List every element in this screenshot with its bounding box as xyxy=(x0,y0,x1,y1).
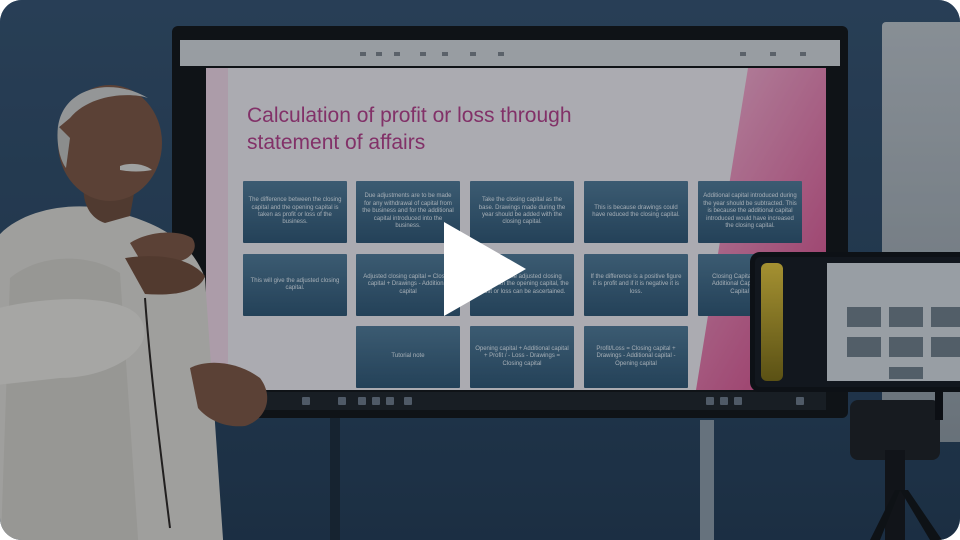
wall-pipe xyxy=(700,420,714,540)
slide-title: Calculation of profit or loss through st… xyxy=(247,104,572,154)
display-taskbar xyxy=(206,392,826,410)
presenter xyxy=(0,85,268,540)
display-toolbar xyxy=(180,40,840,66)
slide-card-3: Take the closing capital as the base. Dr… xyxy=(470,181,574,243)
phone-grip xyxy=(761,263,783,381)
slide-card-2: Due adjustments are to be made for any w… xyxy=(356,181,460,243)
phone-camera xyxy=(750,252,960,392)
slide-card-5: Additional capital introduced during the… xyxy=(698,181,802,243)
slide-band xyxy=(206,68,228,390)
play-icon xyxy=(444,222,526,316)
slide-card-7: Adjusted closing capital = Closing capit… xyxy=(356,254,460,316)
slide-card-4: This is because drawings could have redu… xyxy=(584,181,688,243)
tripod xyxy=(850,390,943,540)
slide-card-13: Profit/Loss = Closing capital + Drawings… xyxy=(584,326,688,388)
slide-card-6: This will give the adjusted closing capi… xyxy=(243,254,347,316)
slide-card-12: Opening capital + Additional capital + P… xyxy=(470,326,574,388)
play-button[interactable] xyxy=(430,214,540,324)
cable xyxy=(330,415,340,540)
slide-card-11: Tutorial note xyxy=(356,326,460,388)
phone-screen xyxy=(827,263,960,381)
slide-card-9: If the difference is a positive figure i… xyxy=(584,254,688,316)
slide-card-1: The difference between the closing capit… xyxy=(243,181,347,243)
